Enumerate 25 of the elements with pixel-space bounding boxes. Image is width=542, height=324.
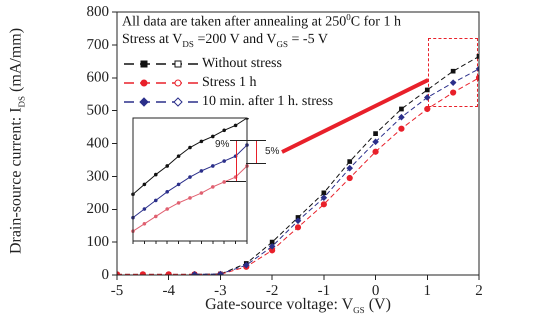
- annotation: 9%: [214, 139, 230, 150]
- y-tick-label: 700: [86, 36, 109, 53]
- x-tick-label: -3: [214, 282, 227, 299]
- x-tick-label: -2: [266, 282, 278, 299]
- x-tick-label: -5: [110, 282, 124, 299]
- legend-label: 10 min. after 1 h. stress: [202, 94, 334, 110]
- y-tick-label: 500: [86, 102, 109, 119]
- x-axis-title: Gate-source voltage: V$_{GS}$ (V): [205, 296, 391, 316]
- annotation: All data are taken after annealing at 250$^{0}$C for 1 h: [122, 12, 401, 31]
- y-tick-label: 600: [86, 70, 109, 86]
- x-tick-label: -4: [162, 282, 176, 299]
- y-tick-label: 400: [86, 135, 109, 152]
- y-tick-label: 200: [86, 201, 109, 218]
- annotation: Stress at V$_{DS}$ =200 V and V$_{GS}$ = -5 V: [122, 32, 328, 49]
- y-tick-label: 800: [86, 4, 109, 20]
- legend-label: Stress 1 h: [202, 75, 256, 91]
- y-tick-label: 300: [86, 168, 109, 184]
- legend-label: Without stress: [202, 56, 282, 72]
- x-tick-label: -1: [318, 282, 330, 299]
- y-tick-label: 100: [86, 234, 109, 250]
- x-tick-label: 1: [424, 282, 432, 299]
- x-tick-label: 0: [372, 282, 380, 299]
- annotation: 5%: [264, 146, 280, 157]
- y-tick-label: 0: [102, 266, 109, 283]
- x-tick-label: 2: [475, 282, 483, 299]
